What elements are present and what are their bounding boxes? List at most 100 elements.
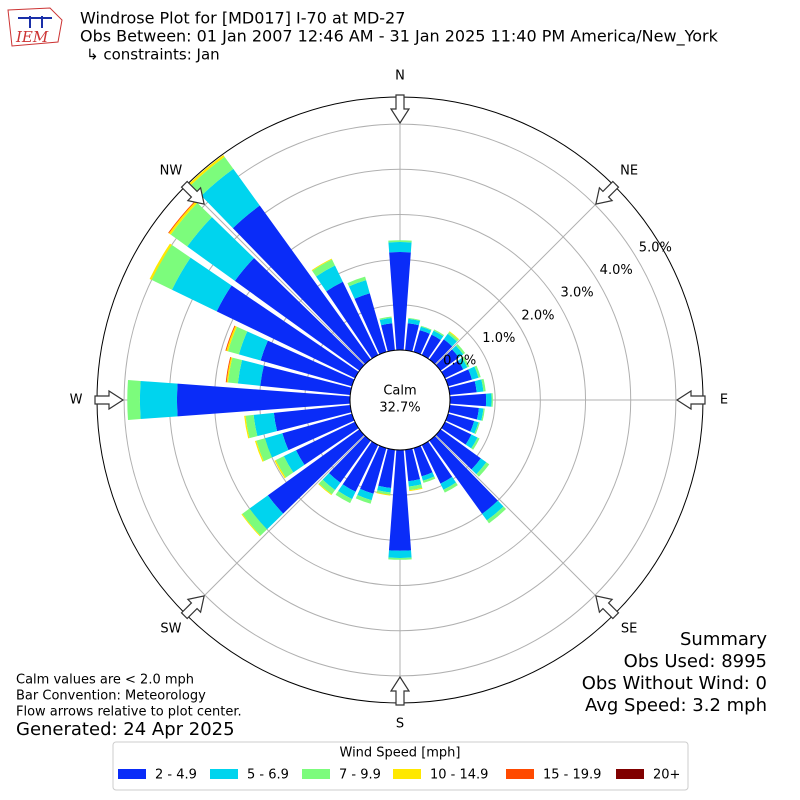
r-tick-label: 3.0%	[561, 286, 594, 301]
legend-box	[112, 741, 689, 791]
summary: Obs Without Wind: 0	[582, 673, 767, 694]
bar-segment	[461, 356, 470, 368]
bar-segment	[318, 483, 332, 496]
bar-segment	[491, 393, 493, 407]
compass-arrow	[595, 595, 620, 620]
bar-segment	[232, 205, 371, 365]
bar-segment	[449, 331, 460, 340]
bar-segment	[139, 380, 178, 420]
bar-segment	[241, 513, 261, 537]
bar-segment	[275, 456, 294, 478]
bar-segment	[338, 484, 356, 500]
bar-segment	[389, 251, 411, 351]
bar-segment	[408, 484, 423, 491]
r-tick-label: 4.0%	[600, 263, 633, 278]
bar-segment	[225, 325, 236, 351]
bar-segment	[238, 331, 268, 361]
bar-segment	[176, 383, 351, 417]
bar-segment	[282, 413, 355, 451]
spoke	[435, 435, 615, 615]
bar-segment	[149, 243, 172, 280]
legend-swatch	[616, 769, 644, 779]
bar-segment	[421, 441, 453, 484]
legend-label: 10 - 14.9	[430, 768, 488, 783]
bar-segment	[296, 421, 359, 465]
generated: Generated: 24 Apr 2025	[16, 719, 235, 740]
bars	[127, 154, 507, 560]
bar-segment	[348, 280, 370, 299]
bar-segment	[421, 334, 441, 359]
legend-label: 20+	[653, 768, 680, 783]
legend-label: 15 - 19.9	[543, 768, 601, 783]
bar-segment	[474, 379, 484, 393]
bar-segment	[449, 393, 487, 407]
legend-swatch	[118, 769, 146, 779]
chart-subtitle: Obs Between: 01 Jan 2007 12:46 AM - 31 J…	[80, 27, 719, 47]
compass-label: NW	[160, 163, 183, 178]
legend: 2 - 4.9 5 - 6.9 7 - 9.9 10 - 14.9 15 - 19.9 2…	[118, 768, 680, 783]
bar-segment	[408, 317, 421, 321]
bar-segment	[471, 437, 480, 450]
bar-segment	[170, 202, 212, 247]
compass-arrows	[94, 94, 706, 706]
calm-circle	[349, 349, 451, 451]
summary: Summary	[680, 629, 767, 650]
bar-segment	[226, 325, 237, 352]
bar-segment	[388, 240, 412, 243]
bar-segment	[311, 258, 333, 271]
bar-segment	[448, 405, 479, 420]
bar-segment	[448, 381, 477, 395]
bar-segment	[482, 500, 504, 521]
note: Flow arrows relative to plot center.	[16, 705, 242, 720]
bar-segment	[244, 415, 250, 439]
bar-segment	[447, 331, 459, 342]
bar-segment	[476, 462, 490, 477]
bar-segment	[322, 473, 341, 491]
bar-segment	[419, 326, 432, 334]
bar-segment	[452, 345, 464, 358]
compass-label: SW	[160, 622, 181, 637]
bar-segment	[187, 217, 255, 281]
bar-segment	[376, 492, 391, 496]
bar-segment	[413, 330, 430, 355]
compass-arrow	[94, 389, 125, 411]
bar-segment	[225, 357, 232, 383]
legend-title: Wind Speed [mph]	[340, 746, 461, 761]
compass-label: SE	[621, 622, 637, 637]
bar-segment	[408, 479, 422, 487]
bar-segment	[443, 333, 457, 347]
bar-segment	[316, 265, 343, 292]
bar-segment	[429, 339, 453, 365]
bar-segment	[171, 257, 232, 312]
bar-segment	[256, 438, 272, 462]
legend-swatch	[210, 769, 238, 779]
legend-label: 2 - 4.9	[155, 768, 197, 783]
bar-segment	[485, 393, 492, 407]
bar-segment	[381, 323, 395, 352]
bar-segment	[441, 360, 464, 379]
bar-segment	[254, 440, 264, 462]
bar-segment	[455, 344, 466, 355]
bar-segment	[267, 429, 365, 514]
bar-segment	[388, 449, 412, 551]
bar-segment	[168, 200, 196, 234]
bar-segment	[465, 434, 478, 449]
chart-title: Windrose Plot for [MD017] I-70 at MD-27	[80, 9, 405, 28]
spoke	[185, 435, 365, 615]
r-tick-label: 2.0%	[521, 308, 554, 323]
bar-segment	[474, 422, 480, 435]
bar-segment	[274, 460, 286, 479]
r-tick-label: 1.0%	[482, 331, 515, 346]
compass-arrow	[675, 389, 706, 411]
bar-segment	[420, 325, 432, 331]
bar-segment	[409, 487, 423, 492]
bar-segment	[264, 433, 289, 458]
compass-label: NE	[620, 163, 638, 178]
bar-segment	[283, 450, 305, 473]
bar-segment	[190, 156, 234, 196]
constraints: ↳ constraints: Jan	[86, 46, 220, 64]
bar-segment	[443, 482, 458, 493]
bar-segment	[189, 154, 225, 186]
bar-segment	[388, 550, 412, 558]
